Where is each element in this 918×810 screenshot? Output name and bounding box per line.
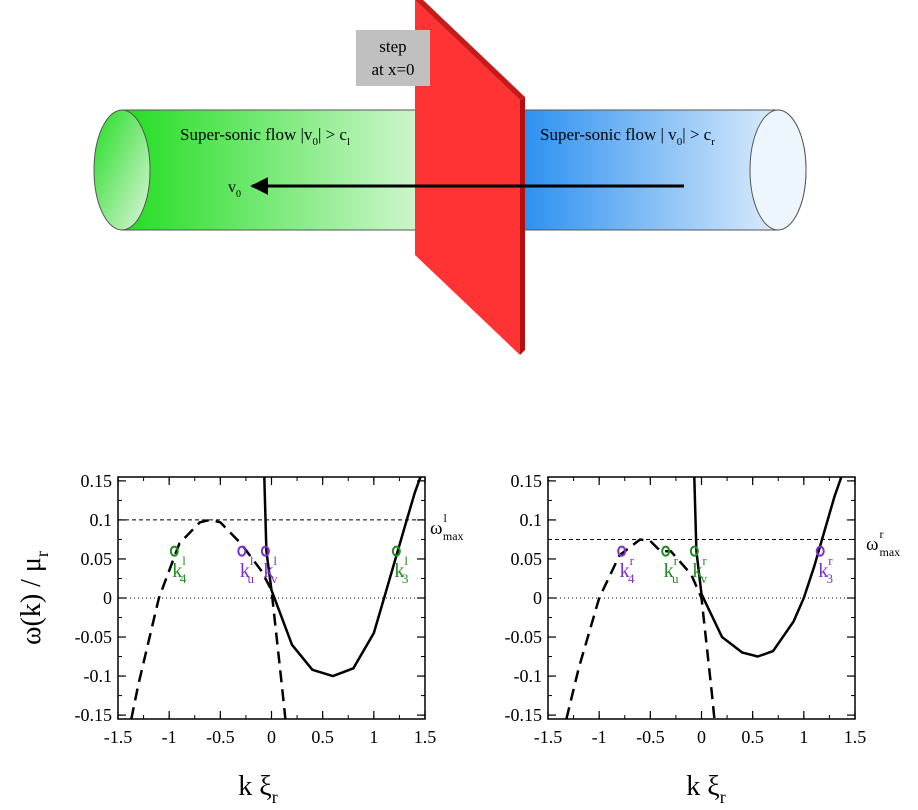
left-x-tick-label: -1.5 [104, 727, 133, 747]
right-dashed-branch [565, 538, 716, 719]
left-y-tick-label: -0.1 [84, 666, 113, 686]
left-k-label: kl u [240, 553, 255, 586]
right-y-tick-label: 0.15 [511, 471, 543, 491]
right-y-tick-label: 0.05 [511, 549, 543, 569]
right-x-tick-label: -1.5 [534, 727, 563, 747]
right-plot-marks: -1.5 -1 -0.5 0 0.5 1 1.5 -0.15 -0.1 -0.05 0 0.05 0.1… [505, 471, 867, 747]
left-tube [93, 109, 477, 231]
right-k-point [617, 545, 627, 557]
right-omega-max-label: ωr max [866, 527, 900, 559]
left-flow-text: Super-sonic flow |v0| > cl [180, 125, 350, 148]
right-x-tick-label: 1.5 [844, 727, 867, 747]
left-k-point [260, 545, 270, 557]
right-flow-text: Super-sonic flow | v0| > cr [540, 125, 715, 148]
left-k-label: kl 4 [172, 553, 187, 586]
right-x-tick-label: 0.5 [741, 727, 764, 747]
right-x-axis-label: k ξr [686, 771, 725, 807]
right-x-tick-label: 0 [697, 727, 706, 747]
right-y-tick-label: -0.05 [505, 627, 543, 647]
right-k-point [815, 545, 825, 557]
step-label-line2: at x=0 [371, 60, 414, 79]
right-y-tick-label: -0.15 [505, 705, 543, 725]
right-k-label: kr u [664, 553, 679, 586]
left-k-point [237, 545, 247, 557]
left-dashed-branch [130, 518, 287, 719]
right-tube [519, 109, 807, 231]
right-y-tick-label: 0.1 [520, 510, 543, 530]
left-solid-branch [263, 477, 422, 678]
left-plot: -1.5 -1 -0.5 0 0.5 1 1.5 -0.15 -0.1 -0.05 0 0.05 0.1… [16, 471, 464, 807]
right-k-label: kr 3 [818, 553, 833, 586]
right-x-tick-label: -1 [592, 727, 607, 747]
left-y-tick-label: 0.1 [90, 510, 113, 530]
left-x-tick-label: 1.5 [414, 727, 437, 747]
left-y-tick-label: 0.05 [81, 549, 113, 569]
flow-diagram: Super-sonic flow |v0| > cl Super-sonic f… [93, 0, 807, 355]
right-k-point [689, 545, 699, 557]
right-y-tick-label: 0 [533, 588, 542, 608]
right-solid-branch [693, 477, 843, 658]
right-x-tick-label: -0.5 [636, 727, 665, 747]
left-omega-max-label: ωl max [430, 511, 464, 543]
left-x-tick-label: -1 [162, 727, 177, 747]
left-x-axis-label: k ξr [238, 771, 277, 807]
left-y-tick-label: -0.15 [75, 705, 113, 725]
step-label: step at x=0 [356, 30, 430, 86]
right-plot: -1.5 -1 -0.5 0 0.5 1 1.5 -0.15 -0.1 -0.05 0 0.05 0.1… [505, 471, 901, 807]
left-y-tick-label: 0 [103, 588, 112, 608]
left-k-point [169, 545, 179, 557]
velocity-label: v0 [228, 179, 241, 200]
left-k-label: kl 3 [394, 553, 408, 586]
right-k-label: kr 4 [620, 553, 635, 586]
right-x-tick-label: 1 [799, 727, 808, 747]
left-x-tick-label: 0.5 [311, 727, 334, 747]
left-y-tick-label: 0.15 [81, 471, 113, 491]
y-axis-label: ω(k) / μr [16, 551, 52, 645]
left-plot-marks: -1.5 -1 -0.5 0 0.5 1 1.5 -0.15 -0.1 -0.05 0 0.05 0.1… [75, 471, 437, 747]
right-k-point [661, 545, 671, 557]
step-plane [415, 0, 525, 355]
step-label-line1: step [379, 37, 406, 56]
right-y-tick-label: -0.1 [514, 666, 543, 686]
left-y-tick-label: -0.05 [75, 627, 113, 647]
left-x-tick-label: -0.5 [206, 727, 235, 747]
left-k-point [391, 545, 401, 557]
left-x-tick-label: 1 [369, 727, 378, 747]
left-k-label: kl v [263, 553, 278, 586]
left-x-tick-label: 0 [267, 727, 276, 747]
right-k-label: kr v [692, 553, 707, 586]
